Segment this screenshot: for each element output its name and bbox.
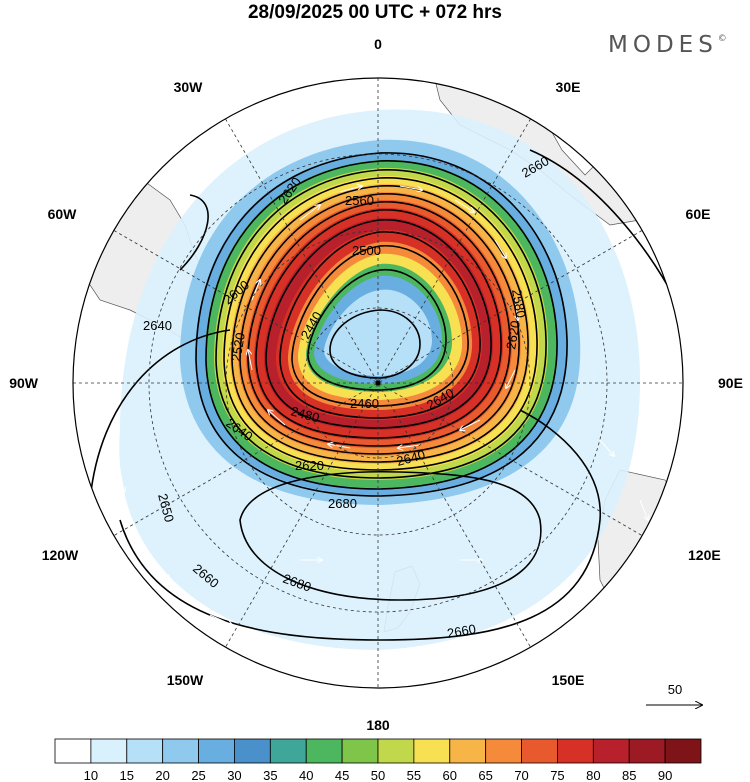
colorbar-swatch xyxy=(305,738,343,764)
contour-label: 2580 xyxy=(509,288,529,319)
colorbar-swatch xyxy=(413,738,451,764)
colorbar-swatch xyxy=(54,738,92,764)
colorbar-tick-label: 70 xyxy=(514,768,528,782)
colorbar: 10 15 20 25 30 35 40 45 50 55 60 65 70 75 80 85 90 xyxy=(54,738,702,782)
modes-logo: MODES© xyxy=(608,32,727,58)
colorbar-swatch xyxy=(377,738,415,764)
colorbar-swatch xyxy=(592,738,630,764)
brand-copyright-mark: © xyxy=(717,34,727,44)
contour-label: 2520 xyxy=(228,331,248,362)
colorbar-swatch xyxy=(198,738,235,764)
brand-text: MODES xyxy=(608,32,718,58)
contour-label: 2640 xyxy=(395,447,427,469)
colorbar-swatch xyxy=(557,738,594,764)
map-disc xyxy=(73,78,683,688)
contour-label: 2560 xyxy=(345,193,374,208)
longitude-label: 120W xyxy=(42,547,79,563)
contour-label: 2660 xyxy=(446,621,477,641)
longitude-label: 150W xyxy=(167,672,204,688)
contour-label: 2650 xyxy=(155,492,177,524)
lat-lon-grid xyxy=(73,78,683,688)
contour-label: 2480 xyxy=(289,403,321,425)
colorbar-swatch xyxy=(269,738,307,764)
colorbar-swatch xyxy=(341,738,379,764)
longitude-label: 90W xyxy=(9,375,39,391)
colorbar-tick-label: 30 xyxy=(227,768,241,782)
colorbar-tick-label: 15 xyxy=(120,768,134,782)
colorbar-tick-label: 20 xyxy=(155,768,169,782)
longitude-labels: 0 30E 60E 90E 120E 150E 180 150W 120W 90… xyxy=(9,36,743,733)
longitude-label: 180 xyxy=(366,717,390,733)
contour-label: 2460 xyxy=(350,396,379,411)
longitude-label: 120E xyxy=(688,547,721,563)
land-madagascar xyxy=(639,139,663,173)
contour-label: 2620 xyxy=(503,319,523,350)
colorbar-swatch xyxy=(449,738,487,764)
colorbar-tick-label: 75 xyxy=(550,768,564,782)
contour-label: 2640 xyxy=(143,318,172,333)
colorbar-tick-label: 65 xyxy=(478,768,492,782)
reference-vector-label: 50 xyxy=(668,682,682,697)
longitude-label: 60W xyxy=(48,206,78,222)
colorbar-tick-label: 55 xyxy=(407,768,421,782)
colorbar-swatch xyxy=(126,738,164,764)
colorbar-tick-label: 40 xyxy=(299,768,313,782)
contour-label: 2500 xyxy=(352,243,381,258)
colorbar-swatch xyxy=(90,738,128,764)
wind-vectors xyxy=(119,186,648,670)
colorbar-swatch xyxy=(521,738,558,764)
colorbar-tick-label: 45 xyxy=(335,768,349,782)
colorbar-tick-label: 50 xyxy=(371,768,385,782)
colorbar-tick-label: 80 xyxy=(586,768,600,782)
longitude-label: 150E xyxy=(552,672,585,688)
map-border xyxy=(72,77,684,689)
map-title: 28/09/2025 00 UTC + 072 hrs xyxy=(247,2,503,23)
colorbar-swatch xyxy=(234,738,271,764)
longitude-label: 90E xyxy=(718,375,743,391)
reference-vector: 50 xyxy=(646,682,702,705)
colorbar-swatch xyxy=(162,738,199,764)
south-pole-dot xyxy=(375,380,381,386)
colorbar-swatch xyxy=(628,738,666,764)
colorbar-tick-label: 60 xyxy=(443,768,457,782)
longitude-label: 0 xyxy=(374,36,382,52)
longitude-label: 30W xyxy=(174,79,204,95)
colorbar-tick-label: 85 xyxy=(622,768,636,782)
colorbar-swatch xyxy=(485,738,522,764)
contour-label: 2620 xyxy=(295,458,324,473)
colorbar-tick-label: 10 xyxy=(84,768,98,782)
longitude-label: 30E xyxy=(556,79,581,95)
colorbar-tick-label: 90 xyxy=(658,768,672,782)
contour-label: 2680 xyxy=(328,496,357,511)
colorbar-tick-label: 25 xyxy=(191,768,205,782)
colorbar-swatch xyxy=(664,738,702,764)
longitude-label: 60E xyxy=(686,206,711,222)
colorbar-tick-label: 35 xyxy=(263,768,277,782)
